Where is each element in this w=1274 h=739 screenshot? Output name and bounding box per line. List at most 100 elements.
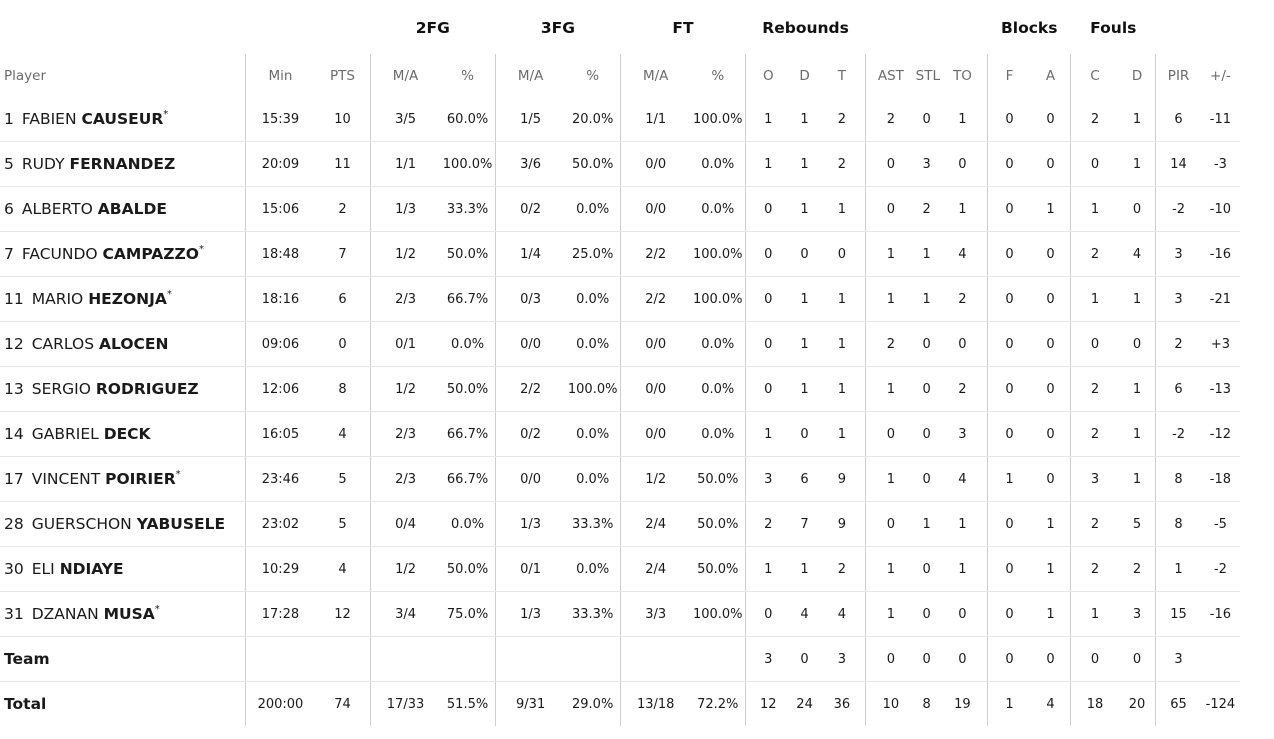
cell-reb-t: 1 (818, 411, 866, 457)
player-last-name: DECK (103, 425, 151, 443)
total-row: Total 200:00 74 17/33 51.5% 9/31 29.0% 13/18 72.… (0, 681, 1240, 726)
player-number: 28 (4, 515, 24, 533)
cell-pir: 2 (1155, 321, 1201, 367)
cell-stl: 1 (915, 501, 938, 547)
player-first-name: RUDY (21, 155, 65, 173)
cell-ft-pct: 0.0% (690, 411, 746, 457)
cell-blk-a: 0 (1030, 636, 1071, 682)
cell-2fg-ma: 1/2 (369, 231, 441, 277)
col-header-plus-minus: +/- (1210, 67, 1231, 84)
cell-reb-d: 7 (790, 501, 819, 547)
cell-ft-ma: 1/2 (619, 456, 691, 502)
cell-ft-ma: 0/0 (619, 366, 691, 412)
group-header-row: 2FG 3FG FT Rebounds Blocks Fouls (0, 0, 1240, 54)
cell-2fg-pct: 60.0% (440, 97, 496, 142)
cell-stl: 8 (922, 696, 931, 712)
cell-foul-c: 18 (1070, 681, 1119, 726)
cell-plus-minus: -18 (1200, 456, 1240, 502)
player-last-name: YABUSELE (136, 515, 226, 533)
cell-ast: 0 (865, 411, 916, 457)
cell-ft-pct: 50.0% (690, 501, 746, 547)
cell-reb-d: 1 (790, 141, 819, 187)
cell-plus-minus: -13 (1200, 366, 1240, 412)
cell-reb-o: 0 (745, 186, 791, 232)
cell-pts: 4 (315, 546, 371, 592)
cell-blk-f: 0 (987, 366, 1031, 412)
player-first-name: DZANAN (31, 605, 99, 623)
cell-3fg-pct: 0.0% (565, 276, 621, 322)
cell-plus-minus: -21 (1200, 276, 1240, 322)
col-header-ast: AST (865, 54, 916, 97)
player-first-name: ELI (31, 560, 55, 578)
cell-ast: 1 (865, 546, 916, 592)
col-header-reb-t: T (837, 67, 846, 84)
cell-pir: 8 (1155, 456, 1201, 502)
player-last-name: NDIAYE (59, 560, 124, 578)
cell-3fg-pct: 25.0% (565, 231, 621, 277)
cell-ft-pct: 100.0% (690, 276, 746, 322)
player-first-name: FACUNDO (21, 245, 98, 263)
group-header-fouls: Fouls (1090, 19, 1137, 37)
player-name-cell: 31 DZANAN MUSA* (0, 591, 246, 637)
cell-to: 3 (937, 411, 988, 457)
cell-ft-ma: 0/0 (619, 411, 691, 457)
cell-pir: 3 (1155, 636, 1201, 682)
cell-plus-minus: -16 (1200, 591, 1240, 637)
cell-blk-f: 0 (987, 411, 1031, 457)
cell-foul-d: 1 (1118, 276, 1156, 322)
group-header-2fg: 2FG (415, 19, 450, 37)
cell-3fg-ma: 0/2 (494, 186, 566, 232)
cell-to: 1 (937, 186, 988, 232)
cell-foul-c: 2 (1070, 97, 1119, 142)
cell-3fg-ma: 1/3 (494, 591, 566, 637)
cell-foul-c: 2 (1070, 411, 1119, 457)
starter-marker: * (166, 289, 172, 300)
cell-foul-c: 0 (1070, 321, 1119, 367)
cell-2fg-ma: 3/4 (369, 591, 441, 637)
cell-2fg-ma: 1/1 (369, 141, 441, 187)
cell-reb-d: 1 (790, 276, 819, 322)
cell-ast: 1 (865, 231, 916, 277)
cell-pts: 74 (334, 696, 351, 712)
cell-reb-t: 2 (818, 546, 866, 592)
cell-plus-minus (1200, 636, 1240, 682)
cell-ast: 2 (865, 321, 916, 367)
cell-2fg-pct: 0.0% (440, 501, 496, 547)
cell-reb-o: 12 (745, 681, 791, 726)
cell-blk-a: 1 (1030, 546, 1071, 592)
cell-2fg-pct: 66.7% (440, 276, 496, 322)
player-row: 7 FACUNDO CAMPAZZO* 18:48 7 1/2 50.0% 1/4 25.0%… (0, 231, 1240, 277)
cell-plus-minus: -16 (1200, 231, 1240, 277)
cell-pir: 15 (1155, 591, 1201, 637)
cell-pir: 3 (1155, 231, 1201, 277)
cell-pir: 14 (1155, 141, 1201, 187)
cell-pir: 3 (1155, 276, 1201, 322)
cell-reb-o: 0 (745, 276, 791, 322)
boxscore-table: 2FG 3FG FT Rebounds Blocks Fouls Player … (0, 0, 1240, 726)
cell-min: 17:28 (244, 591, 316, 637)
cell-ft-pct: 0.0% (690, 186, 746, 232)
cell-blk-f: 0 (987, 141, 1031, 187)
cell-plus-minus: -11 (1200, 97, 1240, 142)
cell-ft-pct: 0.0% (690, 321, 746, 367)
cell-foul-d: 0 (1118, 636, 1156, 682)
cell-pir: 65 (1155, 681, 1201, 726)
cell-3fg-ma: 0/2 (494, 411, 566, 457)
player-number: 7 (4, 245, 14, 263)
col-header-pts: PTS (330, 67, 355, 84)
cell-3fg-ma: 3/6 (494, 141, 566, 187)
cell-foul-c: 2 (1070, 231, 1119, 277)
cell-stl: 0 (915, 97, 938, 142)
cell-pts: 4 (315, 411, 371, 457)
player-number: 6 (4, 200, 14, 218)
cell-ast: 10 (865, 681, 916, 726)
player-name-cell: 17 VINCENT POIRIER* (0, 456, 246, 502)
cell-foul-d: 1 (1118, 411, 1156, 457)
cell-ft-pct: 0.0% (690, 141, 746, 187)
cell-3fg-ma: 1/4 (494, 231, 566, 277)
cell-2fg-pct (440, 636, 496, 682)
player-row: 28 GUERSCHON YABUSELE 23:02 5 0/4 0.0% 1/3 33.3… (0, 501, 1240, 547)
cell-3fg-ma: 0/1 (494, 546, 566, 592)
cell-to: 1 (937, 97, 988, 142)
cell-foul-d: 3 (1118, 591, 1156, 637)
